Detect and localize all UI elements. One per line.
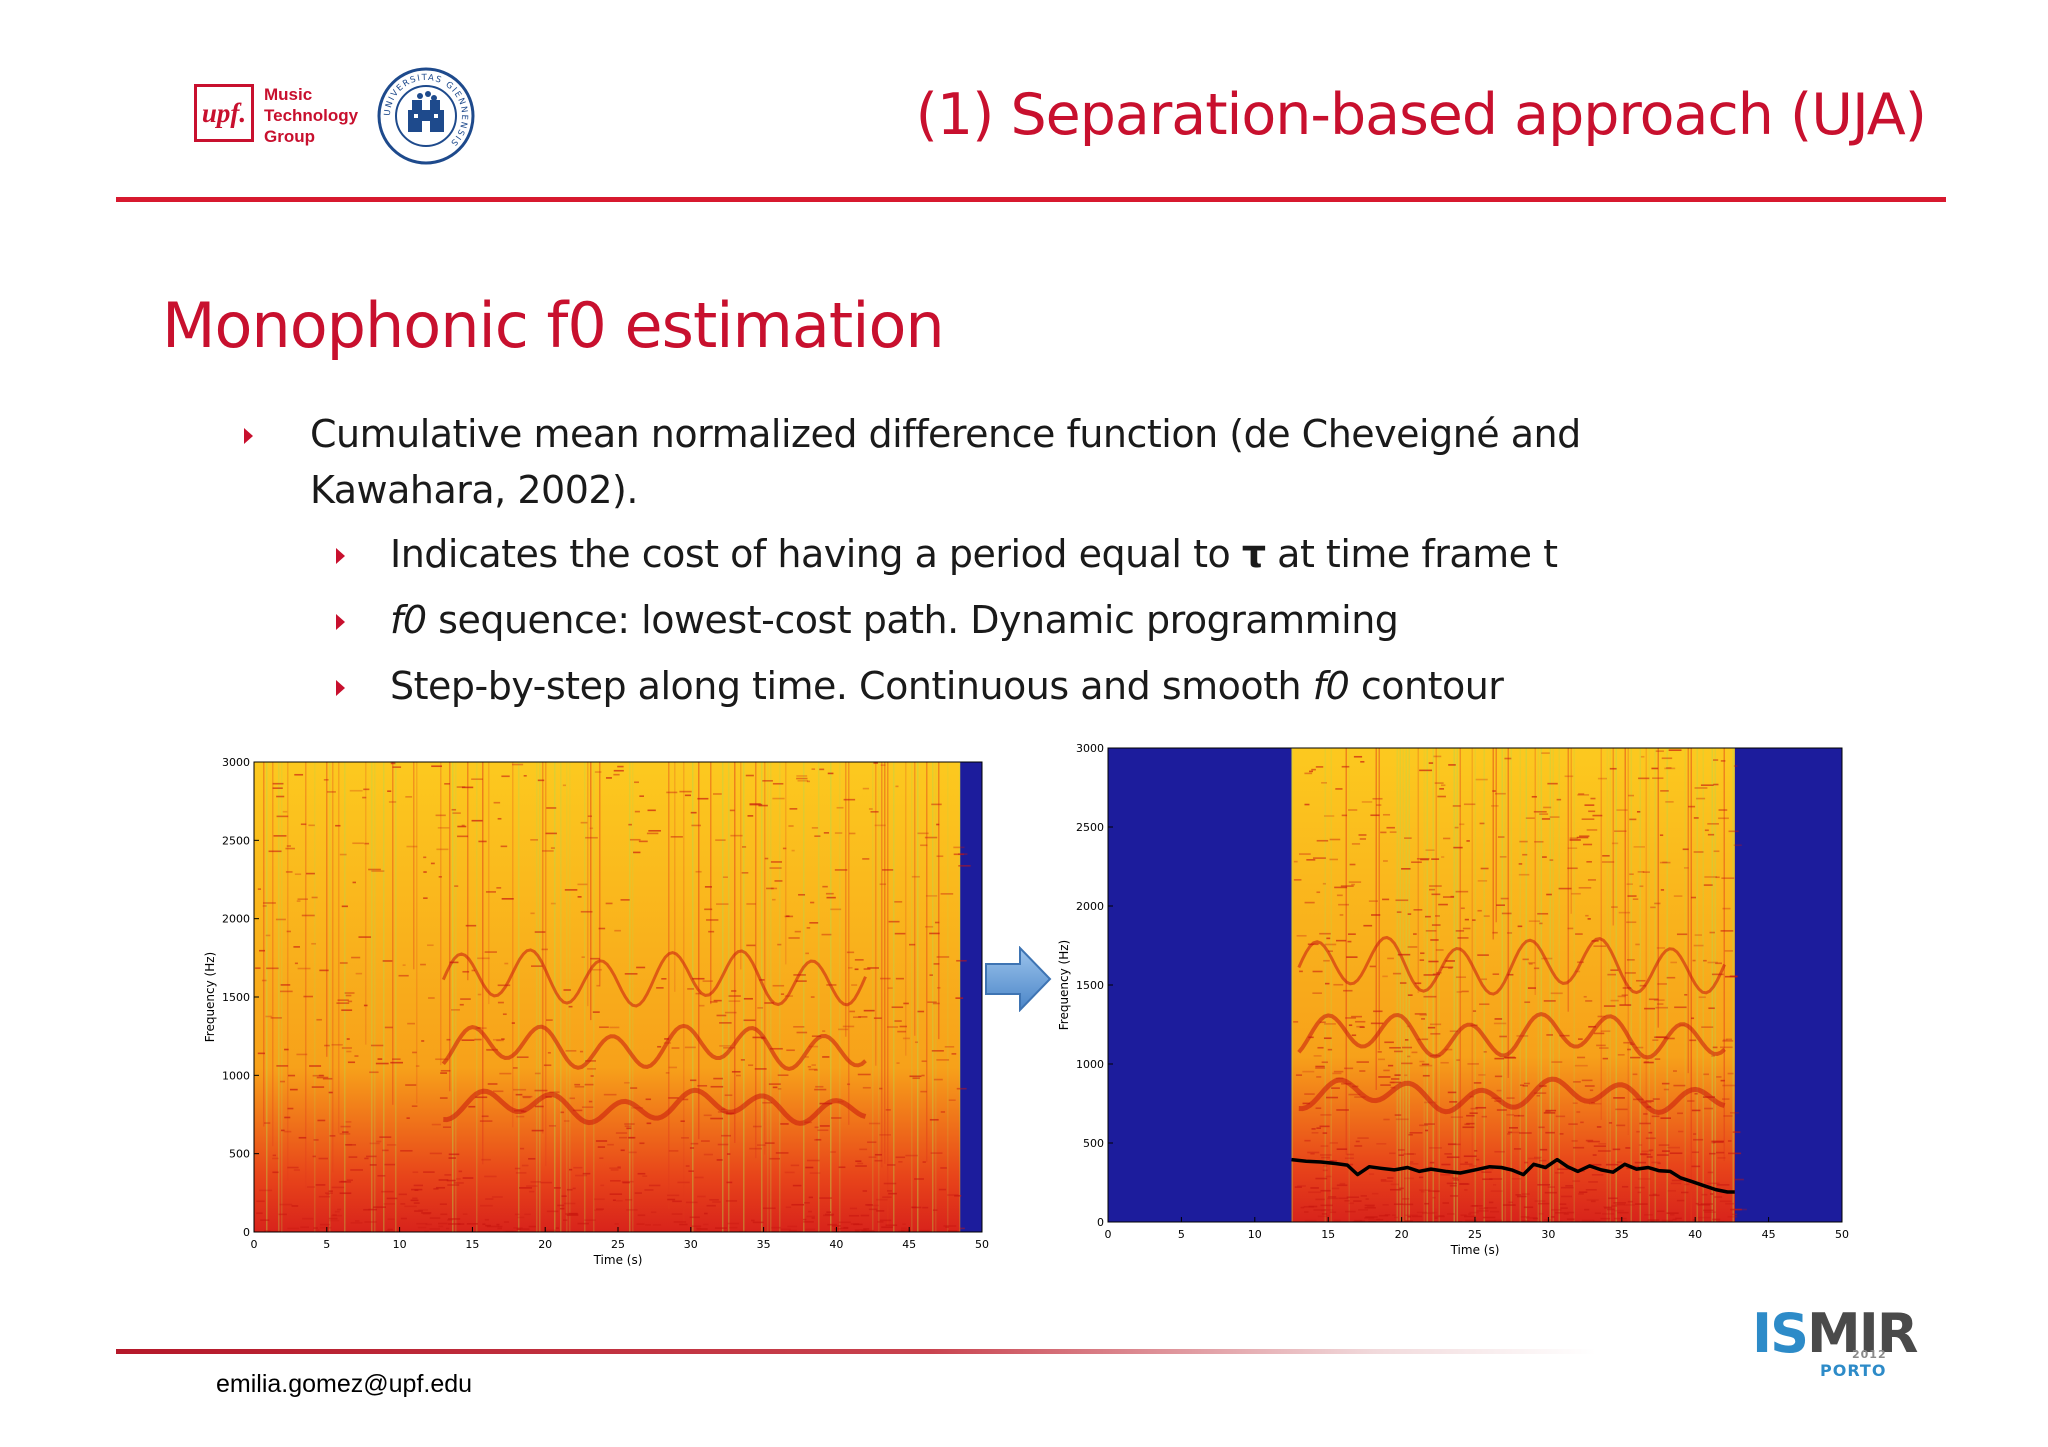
y-tick-label: 3000 [1076, 742, 1104, 755]
x-tick-label: 30 [684, 1238, 698, 1251]
y-tick-label: 2500 [222, 834, 250, 847]
spectrogram-original: 0 5 10 15 20 25 30 35 40 45 5005001000150020002500… [203, 756, 989, 1267]
x-tick-label: 10 [1248, 1228, 1262, 1241]
x-tick-label: 0 [251, 1238, 258, 1251]
ismir-ir: IR [1858, 1302, 1919, 1365]
x-tick-label: 15 [465, 1238, 479, 1251]
x-tick-label: 50 [975, 1238, 989, 1251]
subbullet-3-after: contour [1349, 664, 1504, 708]
ismir-year: 2012 [1852, 1348, 1887, 1361]
y-tick-label: 1000 [1076, 1058, 1104, 1071]
slide-title: Monophonic f0 estimation [162, 289, 945, 362]
ismir-wordmark: ISMIR [1752, 1306, 1918, 1362]
f0-contour-line [1291, 1157, 1735, 1194]
spectrogram-separated-with-f0: 0 5 10 15 20 25 30 35 40 45 5005001000150020002500… [1057, 742, 1849, 1257]
y-tick-label: 1500 [222, 991, 250, 1004]
upf-logo-mark: upf. [194, 84, 254, 142]
footer-divider [116, 1349, 1596, 1354]
footer-email: emilia.gomez@upf.edu [216, 1370, 473, 1398]
subbullet-1: Indicates the cost of having a period eq… [390, 526, 1558, 582]
f0-term: f0 [390, 598, 427, 642]
ismir-m: M [1806, 1302, 1861, 1365]
x-tick-label: 45 [902, 1238, 916, 1251]
mtg-logo-text: Music Technology Group [264, 84, 358, 147]
y-axis-label: Frequency (Hz) [1057, 940, 1071, 1031]
ismir-2012-logo: ISMIR 2012 PORTO [1752, 1306, 1918, 1382]
y-tick-label: 1000 [222, 1069, 250, 1082]
subbullet-arrow-icon [336, 614, 345, 630]
x-tick-label: 50 [1835, 1228, 1849, 1241]
x-tick-label: 40 [1688, 1228, 1702, 1241]
mtg-logo-line-3: Group [264, 127, 315, 146]
upf-mtg-logo: upf. Music Technology Group [194, 82, 372, 152]
y-tick-label: 500 [1083, 1137, 1104, 1150]
x-tick-label: 15 [1321, 1228, 1335, 1241]
x-tick-label: 10 [393, 1238, 407, 1251]
subbullet-arrow-icon [336, 680, 345, 696]
subbullet-2-after: sequence: lowest-cost path. Dynamic prog… [426, 598, 1399, 642]
x-tick-label: 30 [1541, 1228, 1555, 1241]
university-seal-icon: UNIVERSITAS GIENNENSIS [377, 67, 475, 165]
spectrogram-energy [1291, 748, 1747, 1222]
y-tick-label: 0 [1097, 1216, 1104, 1229]
x-tick-label: 35 [1615, 1228, 1629, 1241]
subbullet-1-after: at time frame t [1265, 532, 1558, 576]
x-tick-label: 20 [1395, 1228, 1409, 1241]
x-tick-label: 25 [1468, 1228, 1482, 1241]
ismir-city: PORTO [1820, 1361, 1887, 1380]
spectrogram-energy [254, 762, 971, 1232]
f0-term: f0 [1312, 664, 1350, 708]
x-tick-label: 40 [829, 1238, 843, 1251]
header-divider [116, 197, 1946, 202]
y-tick-label: 2000 [1076, 900, 1104, 913]
subbullet-arrow-icon [336, 548, 345, 564]
y-axis-label: Frequency (Hz) [203, 952, 217, 1043]
y-tick-label: 1500 [1076, 979, 1104, 992]
x-tick-label: 20 [538, 1238, 552, 1251]
y-tick-label: 3000 [222, 756, 250, 769]
x-tick-label: 25 [611, 1238, 625, 1251]
bullet-arrow-icon [244, 428, 253, 444]
x-tick-label: 5 [323, 1238, 330, 1251]
x-axis-label: Time (s) [1450, 1243, 1500, 1257]
x-axis-label: Time (s) [593, 1253, 643, 1267]
tau-symbol: τ [1241, 532, 1266, 576]
ismir-is: IS [1752, 1302, 1809, 1365]
bullet-1-line-2: Kawahara, 2002). [310, 468, 638, 512]
bullet-1-line-1: Cumulative mean normalized difference fu… [310, 412, 1581, 456]
subbullet-3-before: Step-by-step along time. Continuous and … [390, 664, 1313, 708]
y-tick-label: 2500 [1076, 821, 1104, 834]
x-tick-label: 35 [757, 1238, 771, 1251]
y-tick-label: 500 [229, 1148, 250, 1161]
x-tick-label: 45 [1762, 1228, 1776, 1241]
header-title: (1) Separation-based approach (UJA) [915, 82, 1927, 148]
subbullet-2: f0 sequence: lowest-cost path. Dynamic p… [390, 592, 1399, 648]
right-arrow-icon [985, 946, 1052, 1012]
subbullet-1-before: Indicates the cost of having a period eq… [390, 532, 1242, 576]
mtg-logo-line-2: Technology [264, 106, 359, 125]
x-tick-label: 0 [1105, 1228, 1112, 1241]
y-tick-label: 0 [243, 1226, 250, 1239]
x-tick-label: 5 [1178, 1228, 1185, 1241]
mtg-logo-line-1: Music [264, 85, 313, 104]
subbullet-3: Step-by-step along time. Continuous and … [390, 658, 1504, 714]
y-tick-label: 2000 [222, 913, 250, 926]
